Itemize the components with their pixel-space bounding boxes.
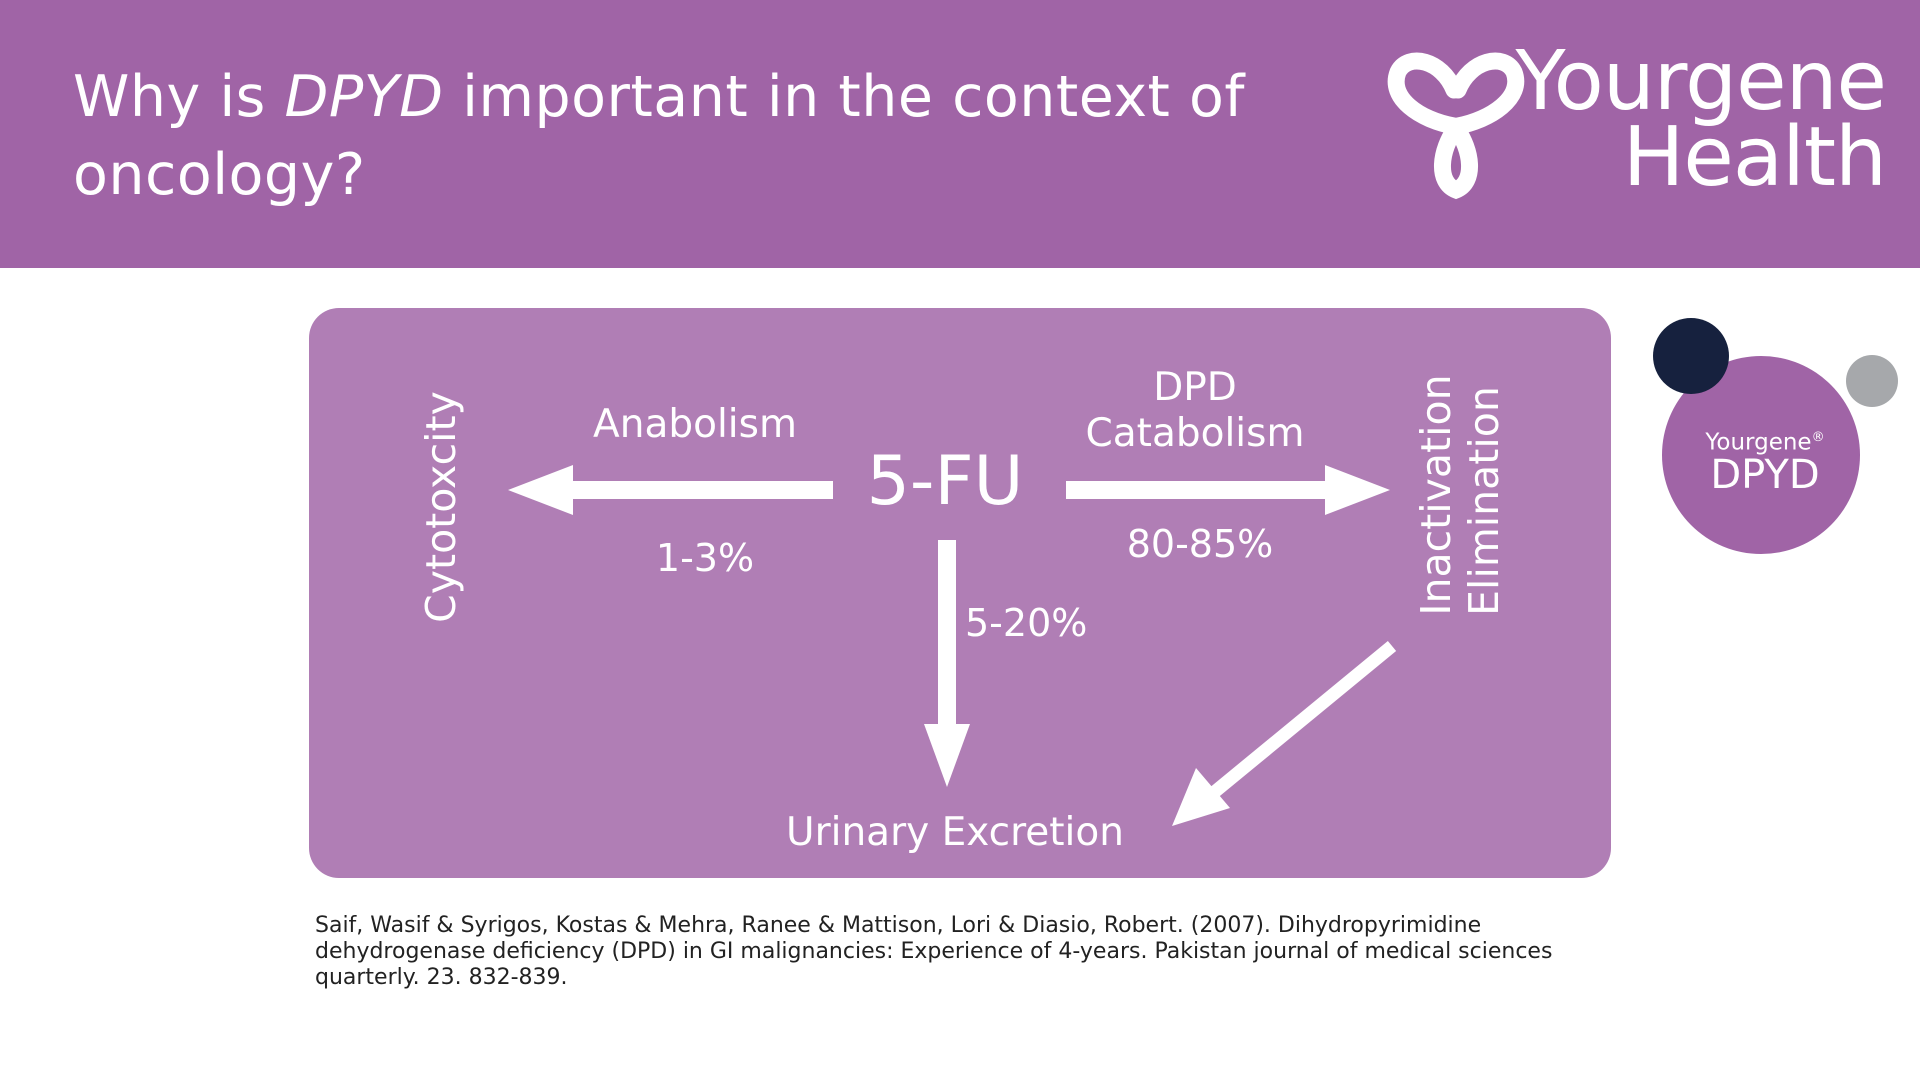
company-logo-text: Yourgene Health [1515,34,1887,205]
anabolism-percent: 1-3% [655,536,755,580]
arrow-to-inactivation [1066,481,1338,499]
page-title: Why is DPYD important in the context of … [73,58,1303,214]
trefoil-knot-logo-icon [1387,52,1525,200]
arrow-to-cytotoxicity [560,481,833,499]
catabolism-percent: 80-85% [1126,522,1274,566]
arrow-head-down [924,724,970,787]
center-compound-label: 5-FU [866,442,1024,521]
arrow-to-excretion [938,540,956,740]
title-text-after: important in the context of oncology? [73,64,1245,208]
citation-text: Saif, Wasif & Syrigos, Kostas & Mehra, R… [315,913,1553,990]
diagram-panel [309,308,1611,878]
header-banner: Why is DPYD important in the context of … [0,0,1920,268]
grey-dot-icon [1846,355,1898,407]
arrow-head-left [508,465,573,515]
catabolism-label: Catabolism [1085,411,1305,456]
logo-line-1: Yourgene [1515,34,1887,129]
title-text-before: Why is [73,64,285,130]
arrow-head-right [1325,465,1390,515]
anabolism-label: Anabolism [593,402,797,447]
arrow-head-diagonal [1172,768,1230,826]
excretion-percent: 5-20% [965,601,1088,645]
badge-brand-name: Yourgene [1705,429,1812,456]
badge-brand: Yourgene® [1680,424,1850,457]
arrow-elimination-to-excretion [1201,640,1397,805]
excretion-label: Urinary Excretion [786,810,1124,855]
dpd-label: DPD [1153,365,1237,410]
badge-registered-mark: ® [1811,430,1825,445]
title-gene-name: DPYD [284,64,444,130]
dark-dot-icon [1653,318,1729,394]
badge-circle [1662,356,1860,554]
badge-product: DPYD [1710,452,1820,498]
logo-line-2: Health [1622,110,1887,205]
